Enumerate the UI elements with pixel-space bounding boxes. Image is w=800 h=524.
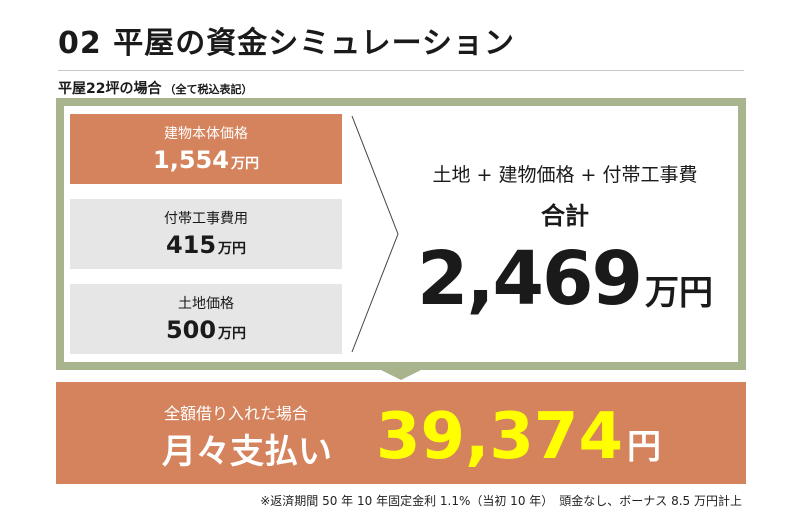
chevron-right-icon bbox=[351, 115, 399, 353]
breakdown-label: 土地価格 bbox=[178, 296, 234, 312]
monthly-pre-label: 全額借り入れた場合 bbox=[164, 404, 309, 423]
frame-pointer bbox=[373, 366, 429, 380]
summary-total: 2,469 万円 bbox=[400, 236, 730, 322]
breakdown-item-ancillary: 付帯工事費用 415 万円 bbox=[70, 199, 342, 269]
total-unit: 万円 bbox=[645, 273, 714, 313]
monthly-main-label: 月々支払い bbox=[162, 432, 332, 472]
breakdown-value: 500 bbox=[165, 316, 217, 344]
breakdown-item-building: 建物本体価格 1,554 万円 bbox=[70, 114, 342, 184]
breakdown-item-land: 土地価格 500 万円 bbox=[70, 284, 342, 354]
breakdown-label: 付帯工事費用 bbox=[164, 211, 248, 227]
title-divider bbox=[58, 70, 744, 71]
subheading: 平屋22坪の場合 （全て税込表記） bbox=[58, 78, 252, 98]
monthly-amount-value: 39,374 bbox=[376, 400, 623, 474]
monthly-amount: 39,374 円 bbox=[376, 400, 661, 474]
breakdown-label: 建物本体価格 bbox=[164, 126, 248, 142]
page-title: 02 平屋の資金シミュレーション bbox=[58, 26, 515, 61]
summary-label: 合計 bbox=[541, 202, 589, 230]
subheading-note: （全て税込表記） bbox=[164, 83, 253, 96]
breakdown-unit: 万円 bbox=[218, 241, 247, 257]
breakdown-unit: 万円 bbox=[230, 156, 259, 172]
breakdown-value: 415 bbox=[165, 231, 217, 259]
total-value: 2,469 bbox=[416, 236, 643, 322]
breakdown-unit: 万円 bbox=[218, 326, 247, 342]
breakdown-value: 1,554 bbox=[153, 146, 229, 174]
summary-formula: 土地 + 建物価格 + 付帯工事費 bbox=[432, 164, 698, 186]
subheading-main: 平屋22坪の場合 bbox=[58, 81, 162, 97]
footnote: ※返済期間 50 年 10 年固定金利 1.1%（当初 10 年） 頭金なし、ボ… bbox=[260, 494, 742, 508]
monthly-payment-banner: 全額借り入れた場合 月々支払い 39,374 円 bbox=[56, 382, 746, 484]
monthly-amount-unit: 円 bbox=[626, 427, 661, 467]
